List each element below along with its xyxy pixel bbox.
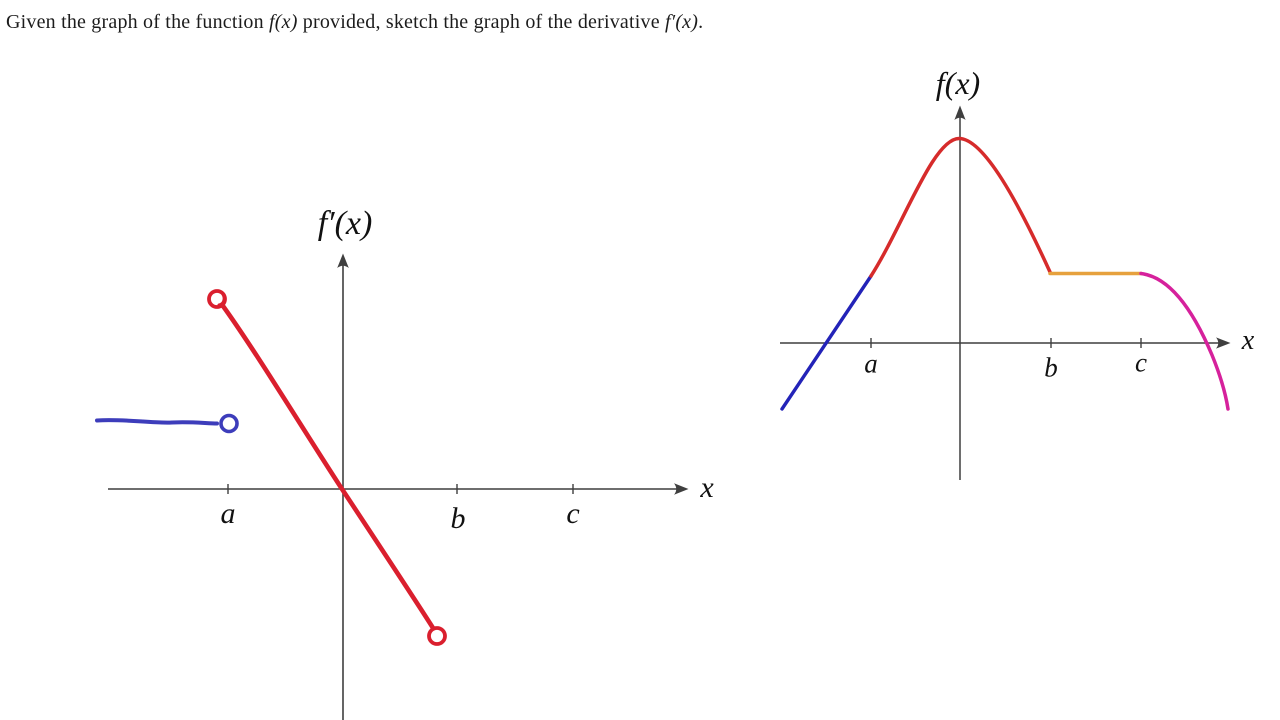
right-tick-label-b: b — [1044, 352, 1058, 383]
left-tick-label-a: a — [220, 497, 236, 530]
right-tick-label-c: c — [1135, 347, 1147, 378]
sketch-blue-open-circle-at-a — [219, 413, 239, 434]
right-plot-xlabel: x — [1241, 325, 1255, 356]
f-red-arc-segment — [869, 136, 1052, 278]
prompt-text-2: provided, sketch the graph of the deriva… — [297, 11, 665, 33]
sketch-red-decreasing-segment — [220, 303, 436, 631]
right-tick-label-a: a — [864, 348, 878, 379]
f-magenta-decreasing-segment — [1139, 271, 1230, 411]
sketch-red-open-circle-at-b — [427, 626, 447, 646]
prompt-math-fx: f(x) — [269, 11, 298, 33]
problem-statement: Given the graph of the function f(x) pro… — [6, 11, 703, 34]
right-y-axis-arrowhead — [954, 105, 966, 120]
left-tick-label-b: b — [450, 502, 466, 535]
sketch-blue-constant-segment — [95, 418, 219, 426]
left-x-axis-arrowhead — [674, 483, 689, 495]
prompt-text-3: . — [698, 11, 704, 33]
f-blue-linear-segment — [780, 274, 873, 411]
right-plot-ylabel: f(x) — [935, 65, 981, 101]
prompt-math-fprime: f′(x) — [664, 11, 699, 33]
left-y-axis-arrowhead — [337, 253, 349, 268]
left-plot-xlabel: x — [700, 471, 714, 504]
left-plot-ylabel: f′(x) — [317, 205, 373, 242]
left-tick-label-c: c — [566, 497, 580, 530]
prompt-text-1: Given the graph of the function — [6, 11, 269, 33]
sketch-red-scribble-loop — [217, 291, 226, 307]
right-x-axis-arrowhead — [1216, 337, 1231, 349]
